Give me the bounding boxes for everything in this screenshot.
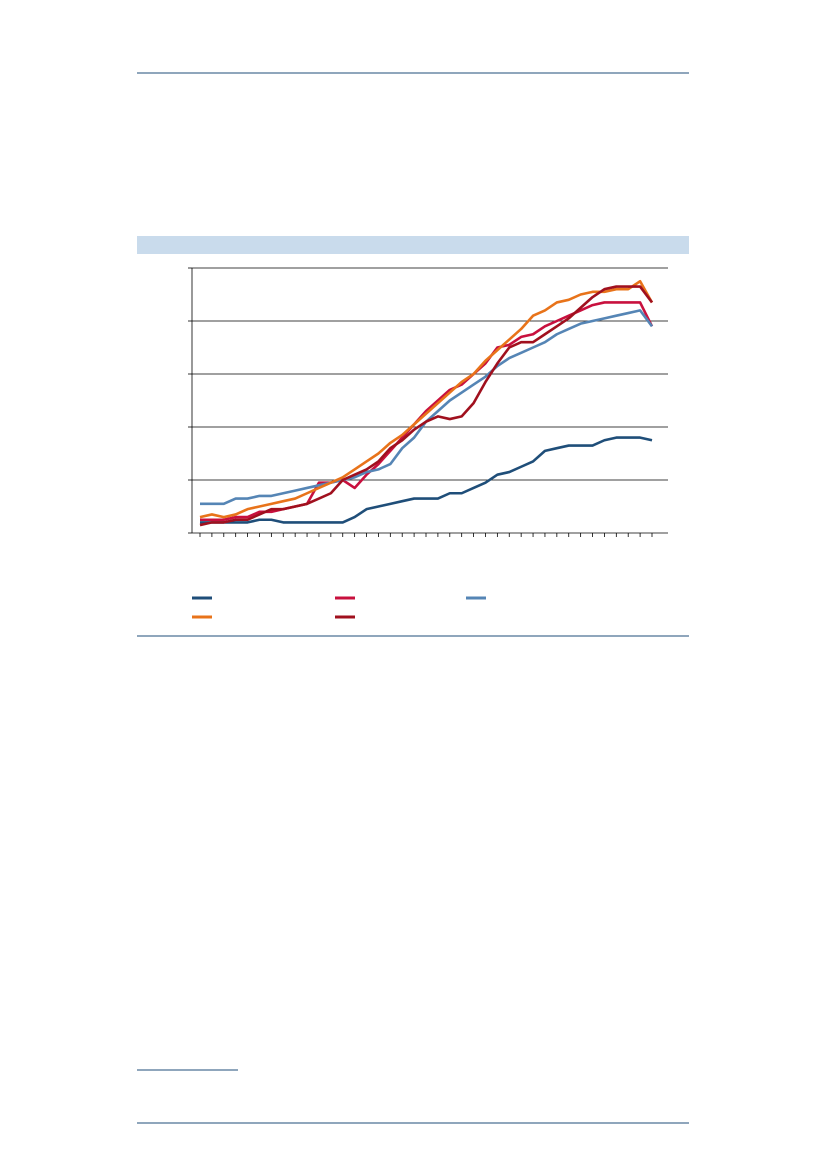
series-line (199, 279, 654, 519)
series-line (200, 309, 654, 506)
series-line (200, 301, 654, 522)
chart (188, 267, 668, 619)
figure-band (137, 236, 689, 254)
series-line (200, 436, 653, 524)
series-line (199, 285, 654, 527)
